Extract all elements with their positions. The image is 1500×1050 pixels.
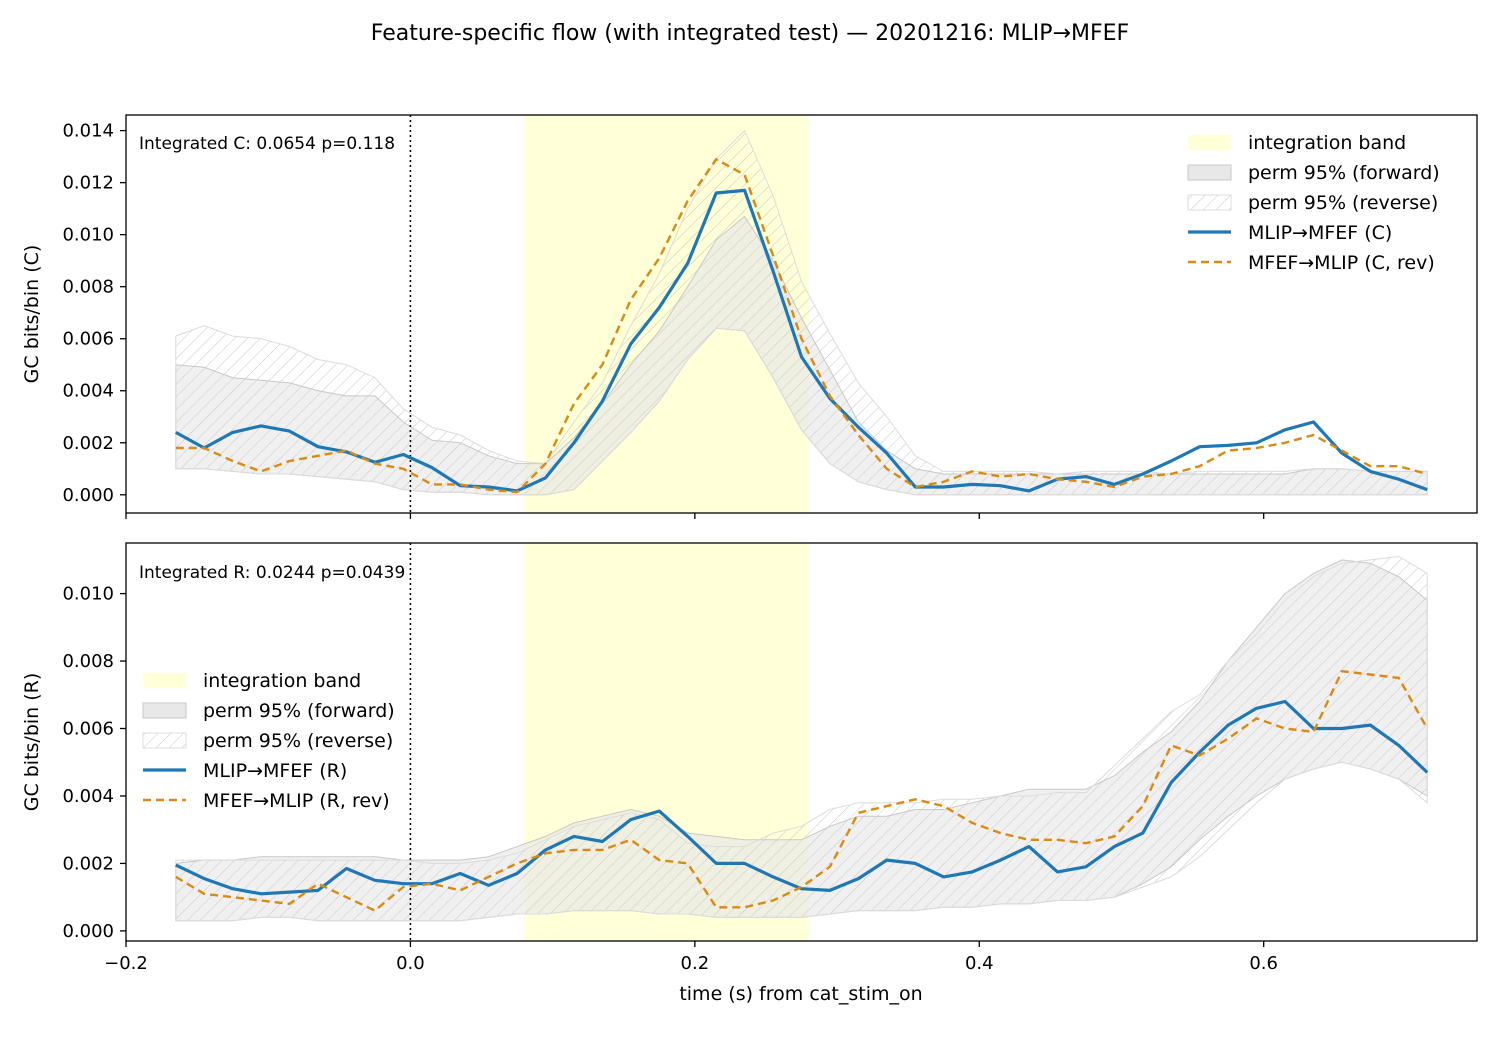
y-tick-label-r: 0.000 — [62, 921, 114, 942]
x-tick-label-r: 0.0 — [396, 953, 425, 974]
y-tick-label-c: 0.014 — [62, 121, 114, 142]
axes-frame-r — [125, 542, 1478, 942]
subplot-r-annotation: Integrated R: 0.0244 p=0.0439 — [139, 563, 405, 583]
y-tick-label-c: 0.010 — [62, 225, 114, 246]
x-tick-label-r: 0.4 — [965, 953, 994, 974]
figure-title: Feature-specific flow (with integrated t… — [371, 21, 1129, 46]
legend-label: integration band — [1248, 132, 1406, 154]
legend-swatch-integration-band — [1188, 135, 1231, 150]
subplot-r-axes: 0.000 0.002 0.004 0.006 0.008 0.010 −0.2 0.0 0.2… — [62, 542, 1478, 974]
legend-label: integration band — [203, 670, 361, 692]
legend-swatch-perm-forward — [1187, 164, 1232, 181]
legend-swatch-integration-band — [143, 673, 186, 688]
y-tick-label-c: 0.012 — [62, 173, 114, 194]
legend-swatch-perm-reverse — [142, 732, 187, 749]
x-tick-label-r: 0.2 — [681, 953, 710, 974]
perm-reverse-band-r — [175, 555, 1428, 922]
y-tick-label-c: 0.000 — [62, 485, 114, 506]
subplot-r-legend: integration band perm 95% (forward) perm 9… — [142, 670, 395, 812]
x-axis-label: time (s) from cat_stim_on — [679, 983, 922, 1005]
series-reverse-line-c — [175, 157, 1428, 494]
subplot-c-annotation: Integrated C: 0.0654 p=0.118 — [139, 134, 395, 154]
legend-label: MFEF→MLIP (C, rev) — [1248, 252, 1435, 274]
subplot-r-ylabel: GC bits/bin (R) — [21, 673, 43, 812]
legend-label: MLIP→MFEF (C) — [1248, 222, 1392, 244]
subplot-r: 0.000 0.002 0.004 0.006 0.008 0.010 −0.2 0.0 0.2… — [21, 542, 1478, 974]
legend-label: perm 95% (forward) — [1248, 162, 1440, 184]
axes-frame-c — [125, 114, 1478, 514]
y-tick-label-r: 0.004 — [62, 786, 114, 807]
legend-swatch-perm-forward — [142, 702, 187, 719]
x-tick-label-r: 0.6 — [1249, 953, 1278, 974]
series-forward-line-c — [175, 188, 1428, 493]
y-tick-label-c: 0.002 — [62, 433, 114, 454]
subplot-c-legend: integration band perm 95% (forward) perm 9… — [1187, 132, 1440, 274]
legend-label: perm 95% (reverse) — [1248, 192, 1438, 214]
y-tick-label-c: 0.004 — [62, 381, 114, 402]
y-tick-label-r: 0.002 — [62, 853, 114, 874]
x-tick-label-r: −0.2 — [104, 953, 148, 974]
legend-label: MFEF→MLIP (R, rev) — [203, 790, 390, 812]
y-tick-label-r: 0.010 — [62, 584, 114, 605]
series-forward-line-r — [175, 699, 1429, 896]
perm-reverse-band-c — [175, 129, 1428, 496]
subplot-c-ylabel: GC bits/bin (C) — [21, 245, 43, 384]
legend-label: perm 95% (reverse) — [203, 730, 393, 752]
legend-swatch-perm-reverse — [1187, 194, 1232, 211]
subplot-c-axes: 0.000 0.002 0.004 0.006 0.008 0.010 0.012 0.014 — [62, 114, 1478, 519]
subplot-c: 0.000 0.002 0.004 0.006 0.008 0.010 0.012 0.014… — [21, 114, 1478, 519]
subplot-c-plot — [175, 115, 1428, 513]
y-tick-label-c: 0.008 — [62, 277, 114, 298]
legend-label: perm 95% (forward) — [203, 700, 395, 722]
y-tick-label-r: 0.006 — [62, 719, 114, 740]
y-tick-label-c: 0.006 — [62, 329, 114, 350]
legend-label: MLIP→MFEF (R) — [203, 760, 347, 782]
subplot-r-plot — [175, 543, 1429, 941]
y-tick-label-r: 0.008 — [62, 651, 114, 672]
